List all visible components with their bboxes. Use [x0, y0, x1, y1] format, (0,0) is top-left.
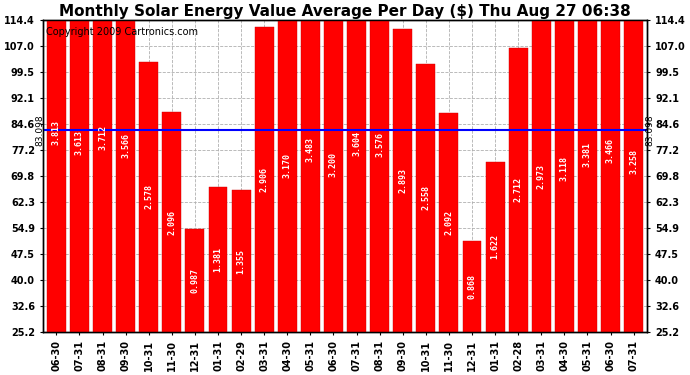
Text: 83.098: 83.098 — [36, 114, 45, 146]
Bar — [440, 112, 458, 332]
Bar — [139, 62, 158, 332]
Text: 3.566: 3.566 — [121, 132, 130, 158]
Text: 3.466: 3.466 — [606, 138, 615, 163]
Bar — [278, 0, 297, 332]
Bar — [93, 0, 112, 332]
Text: 3.200: 3.200 — [329, 152, 338, 177]
Text: 2.578: 2.578 — [144, 184, 153, 209]
Bar — [255, 27, 274, 332]
Bar — [116, 0, 135, 332]
Bar — [301, 0, 320, 332]
Bar — [486, 162, 504, 332]
Text: 3.170: 3.170 — [283, 153, 292, 178]
Bar — [462, 241, 482, 332]
Text: 3.613: 3.613 — [75, 130, 84, 155]
Text: 3.258: 3.258 — [629, 149, 638, 174]
Bar — [532, 20, 551, 332]
Text: 2.973: 2.973 — [537, 164, 546, 189]
Bar — [578, 0, 597, 332]
Text: 3.712: 3.712 — [98, 125, 107, 150]
Text: 0.868: 0.868 — [468, 274, 477, 299]
Text: 3.118: 3.118 — [560, 156, 569, 181]
Bar — [624, 0, 643, 332]
Bar — [324, 0, 343, 332]
Text: 83.098: 83.098 — [645, 114, 654, 146]
Text: 3.813: 3.813 — [52, 120, 61, 145]
Text: 1.622: 1.622 — [491, 234, 500, 260]
Text: 3.381: 3.381 — [583, 142, 592, 167]
Bar — [47, 0, 66, 332]
Text: 2.558: 2.558 — [422, 185, 431, 210]
Bar — [370, 0, 389, 332]
Text: 2.893: 2.893 — [398, 168, 407, 193]
Bar — [70, 0, 89, 332]
Bar — [186, 228, 204, 332]
Bar — [416, 64, 435, 332]
Text: 3.576: 3.576 — [375, 132, 384, 157]
Bar — [393, 28, 412, 332]
Text: 3.604: 3.604 — [352, 130, 361, 156]
Text: 1.355: 1.355 — [237, 249, 246, 273]
Bar — [601, 0, 620, 332]
Text: 2.096: 2.096 — [168, 210, 177, 235]
Text: 0.987: 0.987 — [190, 268, 199, 293]
Bar — [347, 0, 366, 332]
Text: 3.483: 3.483 — [306, 137, 315, 162]
Text: 2.712: 2.712 — [513, 177, 522, 203]
Text: Copyright 2009 Cartronics.com: Copyright 2009 Cartronics.com — [46, 27, 197, 37]
Bar — [509, 48, 528, 332]
Text: 2.092: 2.092 — [444, 210, 453, 235]
Bar — [232, 190, 250, 332]
Bar — [162, 112, 181, 332]
Bar — [208, 187, 228, 332]
Text: 1.381: 1.381 — [213, 247, 222, 272]
Bar — [555, 5, 574, 332]
Text: 2.906: 2.906 — [259, 167, 268, 192]
Title: Monthly Solar Energy Value Average Per Day ($) Thu Aug 27 06:38: Monthly Solar Energy Value Average Per D… — [59, 4, 631, 19]
